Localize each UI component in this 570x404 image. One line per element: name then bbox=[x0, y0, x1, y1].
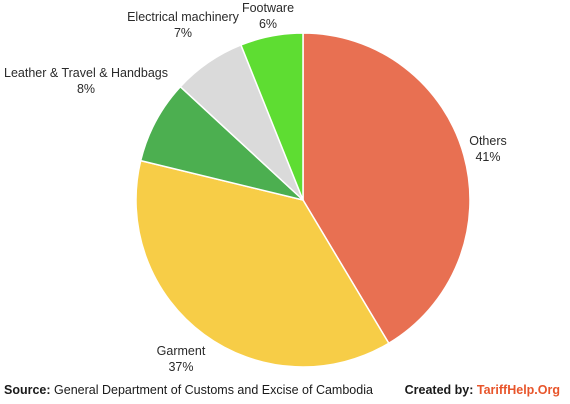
pie-slice-footware bbox=[240, 32, 304, 201]
pie-slices bbox=[135, 32, 471, 368]
slice-label: Leather & Travel & Handbags bbox=[4, 66, 168, 80]
slice-label: Others bbox=[469, 134, 507, 148]
slice-value-label: 41% bbox=[475, 150, 500, 164]
pie-slice-garment bbox=[135, 159, 390, 368]
slice-value-label: 6% bbox=[259, 17, 277, 31]
source-note: Source: General Department of Customs an… bbox=[4, 382, 373, 398]
pie-slice-others bbox=[302, 32, 471, 345]
created-by-label: Created by: bbox=[404, 383, 477, 397]
credit-note: Created by: TariffHelp.Org bbox=[405, 382, 560, 398]
slice-label: Electrical machinery bbox=[127, 10, 240, 24]
slice-value-label: 8% bbox=[77, 82, 95, 96]
slice-value-label: 37% bbox=[168, 360, 193, 374]
slice-label: Garment bbox=[157, 344, 206, 358]
slice-label: Footware bbox=[242, 1, 294, 15]
slice-value-label: 7% bbox=[174, 26, 192, 40]
source-text: General Department of Customs and Excise… bbox=[50, 383, 373, 397]
pie-labels: Others 41% Garment 37% Leather & Travel & Ha… bbox=[4, 1, 507, 374]
source-label: Source: bbox=[4, 383, 51, 397]
brand-link[interactable]: TariffHelp.Org bbox=[476, 383, 560, 397]
